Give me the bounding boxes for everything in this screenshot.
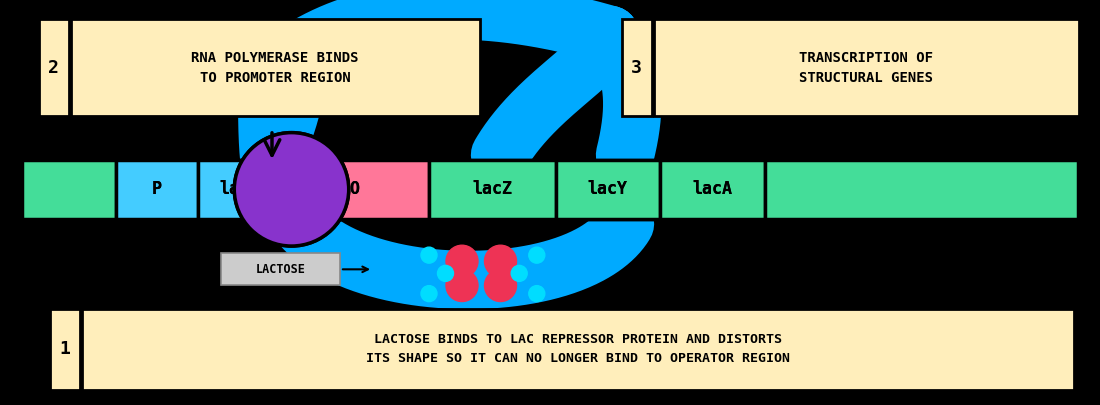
Text: 2: 2: [48, 59, 59, 77]
FancyBboxPatch shape: [39, 19, 68, 116]
Bar: [429, 160, 556, 219]
Bar: [116, 160, 198, 219]
FancyBboxPatch shape: [50, 309, 79, 390]
Bar: [198, 160, 280, 219]
Bar: [660, 160, 764, 219]
Text: lacA: lacA: [692, 180, 733, 198]
Text: LACTOSE: LACTOSE: [255, 263, 306, 276]
Bar: [660, 160, 764, 219]
Text: lacZ: lacZ: [472, 180, 513, 198]
Bar: [116, 160, 198, 219]
Text: RNA POLYMERASE BINDS
TO PROMOTER REGION: RNA POLYMERASE BINDS TO PROMOTER REGION: [191, 51, 359, 85]
Text: 3: 3: [631, 59, 642, 77]
Circle shape: [446, 269, 478, 302]
Circle shape: [484, 269, 517, 302]
Text: lacY: lacY: [587, 180, 628, 198]
Circle shape: [529, 247, 544, 263]
Ellipse shape: [234, 133, 349, 246]
Bar: [280, 160, 429, 219]
Text: lacZ: lacZ: [472, 180, 513, 198]
Text: P: P: [152, 180, 162, 198]
Circle shape: [421, 286, 437, 302]
Circle shape: [484, 245, 517, 277]
Bar: [22, 160, 115, 219]
Circle shape: [512, 265, 527, 281]
Text: TRANSCRIPTION OF
STRUCTURAL GENES: TRANSCRIPTION OF STRUCTURAL GENES: [800, 51, 933, 85]
Circle shape: [438, 265, 453, 281]
Bar: [556, 160, 660, 219]
Text: lacA: lacA: [692, 180, 733, 198]
Bar: [764, 160, 1078, 219]
Bar: [280, 160, 429, 219]
Ellipse shape: [234, 133, 349, 246]
Text: O: O: [350, 180, 360, 198]
FancyBboxPatch shape: [621, 19, 651, 116]
Bar: [556, 160, 660, 219]
Bar: [22, 160, 115, 219]
Bar: [764, 160, 1078, 219]
Circle shape: [421, 247, 437, 263]
Text: LACTOSE BINDS TO LAC REPRESSOR PROTEIN AND DISTORTS
ITS SHAPE SO IT CAN NO LONGE: LACTOSE BINDS TO LAC REPRESSOR PROTEIN A…: [365, 333, 790, 365]
FancyBboxPatch shape: [221, 253, 340, 286]
Circle shape: [446, 245, 478, 277]
Text: lacI: lacI: [219, 180, 260, 198]
Text: 1: 1: [59, 340, 70, 358]
Circle shape: [529, 286, 544, 302]
Text: O: O: [350, 180, 360, 198]
FancyBboxPatch shape: [70, 19, 480, 116]
FancyBboxPatch shape: [653, 19, 1079, 116]
Text: lacI: lacI: [219, 180, 260, 198]
Text: lacY: lacY: [587, 180, 628, 198]
Bar: [198, 160, 280, 219]
FancyBboxPatch shape: [81, 309, 1074, 390]
Text: P: P: [152, 180, 162, 198]
Bar: [429, 160, 556, 219]
